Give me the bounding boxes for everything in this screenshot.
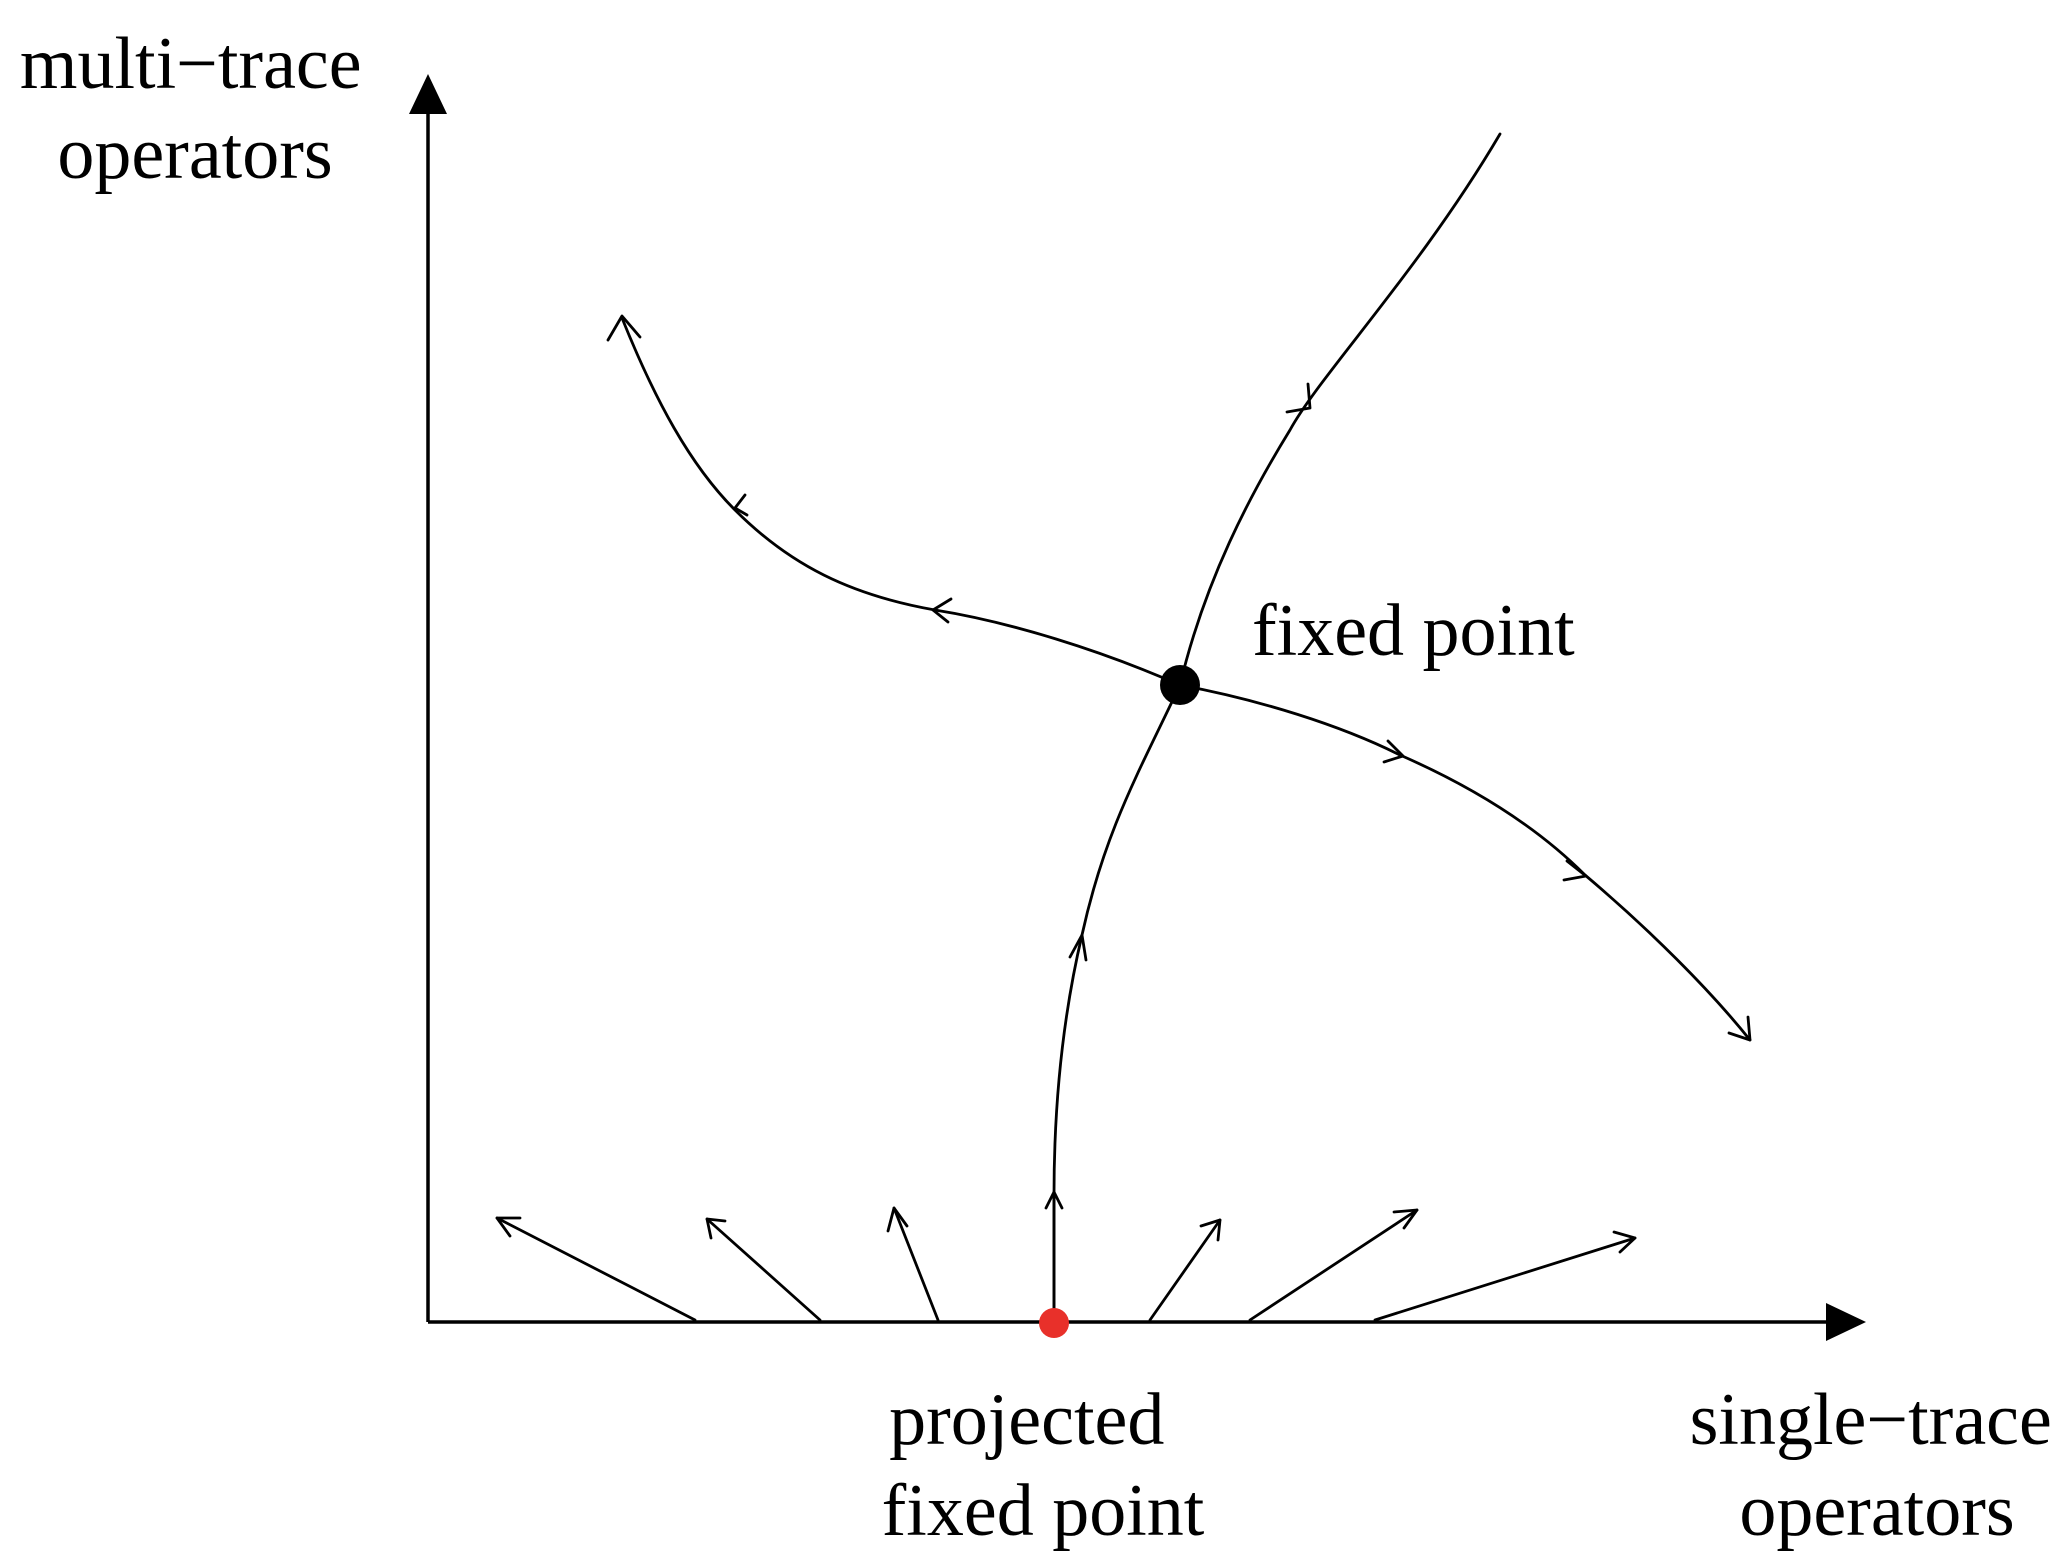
x-axis-label: single−trace operators (1690, 1379, 2071, 1552)
flow-lines (620, 132, 1752, 1324)
y-axis-arrowhead (409, 74, 447, 114)
radial-flow-2 (705, 1217, 822, 1322)
y-axis-label-line1: multi−trace (20, 23, 362, 105)
chevron-right-mid (1562, 859, 1588, 882)
chevron-left-low (931, 597, 953, 624)
radial-flows (495, 1193, 1637, 1322)
fixed-point-label: fixed point (1252, 590, 1575, 672)
incoming-flow-upper (1178, 132, 1502, 687)
x-axis-label-line1: single−trace (1690, 1379, 2052, 1461)
radial-flow-5 (1148, 1218, 1222, 1322)
axes (409, 74, 1866, 1341)
projected-fixed-point-marker (1039, 1308, 1069, 1338)
outgoing-flow-right (1178, 683, 1752, 1042)
flow-direction-markers (606, 314, 1752, 1210)
radial-flow-7 (1373, 1230, 1637, 1322)
y-axis-label-line2: operators (57, 113, 332, 195)
projected-fixed-point-label: projected fixed point (882, 1379, 1205, 1552)
chevron-left-top (606, 314, 642, 342)
flow-from-projected-to-fixed (1052, 683, 1182, 1324)
x-axis-label-line2: operators (1739, 1470, 2014, 1552)
projected-label-line2: fixed point (882, 1470, 1205, 1552)
y-axis-label: multi−trace operators (20, 23, 380, 195)
chevron-left-mid (733, 493, 749, 517)
projected-label-line1: projected (889, 1379, 1164, 1461)
chevron-right-low (1727, 1015, 1752, 1042)
radial-flow-1 (495, 1216, 697, 1322)
chevron-vertical-lower (1044, 1190, 1064, 1210)
outgoing-flow-left (620, 316, 1182, 687)
chevron-incoming-upper (1285, 382, 1312, 414)
x-axis-arrowhead (1826, 1303, 1866, 1341)
fixed-point-marker (1160, 665, 1200, 705)
radial-flow-6 (1248, 1208, 1419, 1322)
radial-flow-3 (886, 1206, 940, 1322)
chevron-right-upper (1382, 739, 1405, 764)
chevron-vertical-upper (1068, 933, 1088, 962)
